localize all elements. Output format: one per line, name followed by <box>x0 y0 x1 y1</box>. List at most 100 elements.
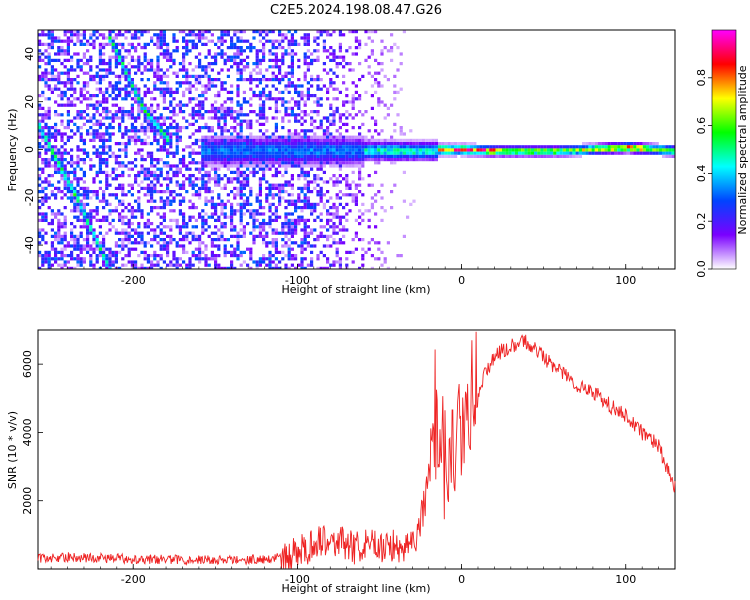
heatmap-cell <box>114 116 118 120</box>
heatmap-cell <box>108 138 112 142</box>
heatmap-cell <box>358 135 362 139</box>
heatmap-cell <box>361 113 365 117</box>
heatmap-cell <box>294 231 298 235</box>
heatmap-cell <box>159 74 163 78</box>
heatmap-cell <box>114 254 118 258</box>
heatmap-cell <box>278 65 282 69</box>
heatmap-cell <box>198 33 202 37</box>
heatmap-cell <box>130 222 134 226</box>
heatmap-cell <box>374 142 378 146</box>
heatmap-cell <box>121 228 125 232</box>
heatmap-cell <box>130 186 134 190</box>
heatmap-cell <box>73 52 77 56</box>
heatmap-cell <box>332 116 336 120</box>
heatmap-cell <box>63 177 67 181</box>
heatmap-cell <box>290 55 294 59</box>
heatmap-cell <box>182 116 186 120</box>
heatmap-cell <box>182 52 186 56</box>
heatmap-cell <box>102 250 106 254</box>
heatmap-cell <box>178 199 182 203</box>
heatmap-cell <box>262 151 266 155</box>
heatmap-cell <box>450 148 454 152</box>
heatmap-cell <box>386 78 390 82</box>
heatmap-cell <box>146 78 150 82</box>
heatmap-cell <box>86 97 90 101</box>
heatmap-cell <box>76 58 80 62</box>
heatmap-cell <box>166 247 170 251</box>
heatmap-cell <box>274 151 278 155</box>
heatmap-cell <box>130 228 134 232</box>
heatmap-cell <box>294 103 298 107</box>
heatmap-cell <box>118 55 122 59</box>
heatmap-cell <box>300 186 304 190</box>
heatmap-cell <box>44 142 48 146</box>
heatmap-cell <box>178 257 182 261</box>
heatmap-cell <box>162 52 166 56</box>
heatmap-cell <box>217 39 221 43</box>
heatmap-cell <box>358 142 362 146</box>
heatmap-cell <box>220 222 224 226</box>
heatmap-cell <box>230 180 234 184</box>
heatmap-cell <box>268 260 272 264</box>
heatmap-cell <box>271 135 275 139</box>
heatmap-cell <box>390 145 394 149</box>
heatmap-cell <box>127 42 131 46</box>
heatmap-cell <box>175 46 179 50</box>
heatmap-cell <box>335 65 339 69</box>
heatmap-cell <box>262 241 266 245</box>
heatmap-cell <box>322 129 326 133</box>
heatmap-cell <box>242 170 246 174</box>
heatmap-cell <box>322 138 326 142</box>
heatmap-cell <box>162 119 166 123</box>
heatmap-cell <box>246 154 250 158</box>
heatmap-cell <box>364 209 368 213</box>
heatmap-cell <box>108 260 112 264</box>
heatmap-cell <box>207 142 211 146</box>
heatmap-cell <box>60 132 64 136</box>
heatmap-cell <box>258 167 262 171</box>
heatmap-cell <box>210 196 214 200</box>
heatmap-cell <box>242 90 246 94</box>
heatmap-cell <box>143 257 147 261</box>
heatmap-cell <box>134 199 138 203</box>
heatmap-cell <box>249 254 253 258</box>
heatmap-cell <box>175 71 179 75</box>
heatmap-cell <box>201 177 205 181</box>
heatmap-cell <box>57 170 61 174</box>
heatmap-cell <box>396 154 400 158</box>
heatmap-cell <box>194 46 198 50</box>
heatmap-cell <box>351 250 355 254</box>
heatmap-cell <box>98 199 102 203</box>
colorbar: 0.00.20.40.60.8 Normalized spectral ampl… <box>695 29 749 278</box>
heatmap-cell <box>102 190 106 194</box>
heatmap-cell <box>102 116 106 120</box>
heatmap-cell <box>169 177 173 181</box>
heatmap-cell <box>303 202 307 206</box>
heatmap-cell <box>601 142 605 146</box>
heatmap-cell <box>54 126 58 130</box>
heatmap-cell <box>92 164 96 168</box>
heatmap-cell <box>239 218 243 222</box>
snr-y-tick-label: 6000 <box>21 350 34 378</box>
heatmap-cell <box>556 148 560 152</box>
heatmap-cell <box>226 55 230 59</box>
heatmap-cell <box>322 84 326 88</box>
heatmap-cell <box>159 257 163 261</box>
heatmap-cell <box>249 138 253 142</box>
heatmap-cell <box>114 193 118 197</box>
heatmap-cell <box>38 33 42 37</box>
heatmap-cell <box>265 257 269 261</box>
heatmap-cell <box>54 74 58 78</box>
heatmap-cell <box>217 234 221 238</box>
heatmap-cell <box>102 74 106 78</box>
heatmap-cell <box>598 142 602 146</box>
heatmap-cell <box>274 250 278 254</box>
heatmap-cell <box>70 186 74 190</box>
heatmap-cell <box>169 241 173 245</box>
heatmap-cell <box>73 78 77 82</box>
heatmap-cell <box>210 126 214 130</box>
heatmap-cell <box>239 234 243 238</box>
heatmap-cell <box>303 52 307 56</box>
heatmap-cell <box>354 97 358 101</box>
heatmap-cell <box>271 202 275 206</box>
